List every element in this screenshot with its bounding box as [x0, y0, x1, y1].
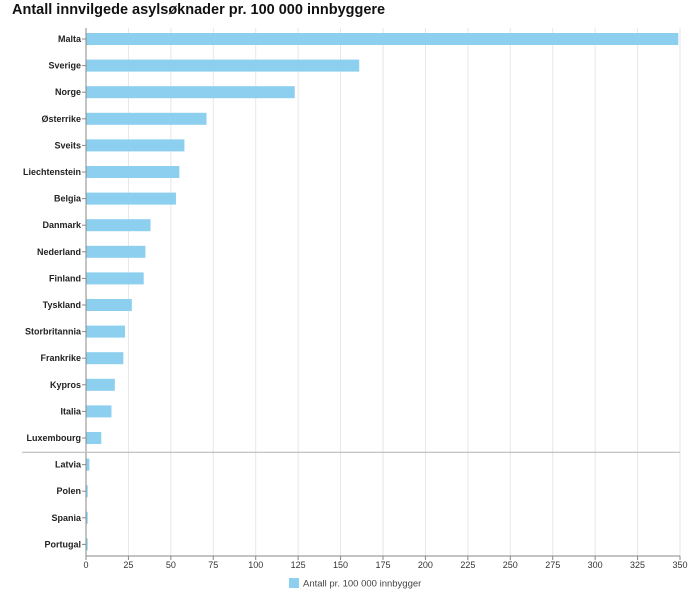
bar-liechtenstein	[86, 166, 180, 178]
x-tick-label: 250	[503, 560, 518, 570]
x-tick-label: 100	[248, 560, 263, 570]
category-label: Luxembourg	[26, 433, 81, 443]
bar-østerrike	[86, 112, 207, 125]
x-tick-label: 0	[83, 560, 88, 570]
category-label: Liechtenstein	[23, 167, 81, 177]
category-label: Belgia	[54, 194, 82, 204]
x-tick-label: 125	[291, 560, 306, 570]
legend: Antall pr. 100 000 innbygger	[289, 578, 421, 590]
x-tick-label: 175	[375, 560, 390, 570]
bar-polen	[86, 485, 88, 498]
x-tick-labels: 0 25 50 75 100 125 150 175 200 225 250 275 300 325 350	[83, 560, 687, 570]
axes	[22, 28, 681, 560]
x-tick-label: 300	[588, 560, 603, 570]
bar-danmark	[86, 219, 151, 232]
category-label: Portugal	[44, 539, 81, 549]
category-label: Danmark	[42, 220, 82, 230]
bar-norge	[86, 86, 295, 99]
bars	[86, 33, 679, 551]
legend-swatch	[289, 578, 299, 588]
category-label: Norge	[55, 87, 81, 97]
category-label: Tyskland	[43, 300, 81, 310]
category-label: Malta	[58, 34, 82, 44]
category-label: Italia	[60, 406, 82, 416]
bar-luxembourg	[86, 432, 102, 444]
x-tick-label: 350	[672, 560, 687, 570]
bar-frankrike	[86, 352, 124, 365]
chart-title: Antall innvilgede asylsøknader pr. 100 0…	[12, 2, 386, 18]
category-labels: Malta Sverige Norge Østerrike Sveits Liechten…	[23, 34, 82, 549]
x-tick-label: 25	[123, 560, 133, 570]
x-tick-label: 150	[333, 560, 348, 570]
bar-portugal	[86, 538, 88, 551]
category-label: Frankrike	[40, 353, 81, 363]
category-label: Sveits	[54, 140, 81, 150]
x-tick-label: 225	[460, 560, 475, 570]
bar-tyskland	[86, 299, 132, 311]
category-label: Nederland	[37, 247, 81, 257]
grid-lines	[127, 28, 681, 556]
bar-sveits	[86, 139, 185, 152]
bar-italia	[86, 405, 112, 418]
category-label: Storbritannia	[25, 327, 82, 337]
x-tick-label: 275	[545, 560, 560, 570]
x-tick-label: 200	[418, 560, 433, 570]
bar-spania	[86, 511, 88, 524]
bar-latvia	[86, 458, 90, 471]
category-label: Sverige	[48, 61, 81, 71]
x-tick-label: 325	[630, 560, 645, 570]
x-tick-label: 50	[166, 560, 176, 570]
bar-finland	[86, 272, 144, 285]
category-label: Polen	[56, 486, 81, 496]
bar-malta	[86, 33, 679, 45]
category-label: Spania	[51, 513, 82, 523]
bar-kypros	[86, 378, 115, 391]
bar-sverige	[86, 59, 360, 72]
bar-nederland	[86, 245, 146, 258]
category-label: Østerrike	[41, 114, 81, 124]
legend-label: Antall pr. 100 000 innbygger	[303, 579, 421, 590]
category-label: Kypros	[50, 380, 81, 390]
category-label: Latvia	[55, 460, 82, 470]
x-tick-label: 75	[208, 560, 218, 570]
category-label: Finland	[49, 273, 81, 283]
bar-storbritannia	[86, 325, 126, 338]
bar-belgia	[86, 192, 176, 205]
